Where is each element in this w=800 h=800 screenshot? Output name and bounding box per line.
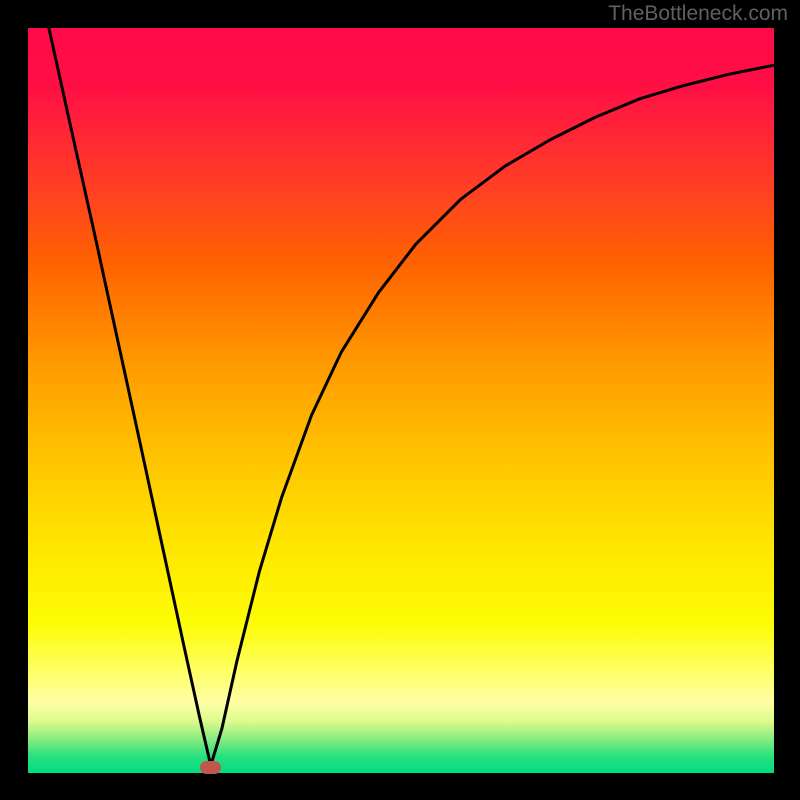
chart-outer-frame: TheBottleneck.com: [0, 0, 800, 800]
watermark-text: TheBottleneck.com: [608, 2, 788, 26]
chart-svg: [28, 28, 774, 773]
plot-area: [28, 28, 774, 773]
minimum-marker: [200, 761, 221, 774]
chart-background: [28, 28, 774, 773]
